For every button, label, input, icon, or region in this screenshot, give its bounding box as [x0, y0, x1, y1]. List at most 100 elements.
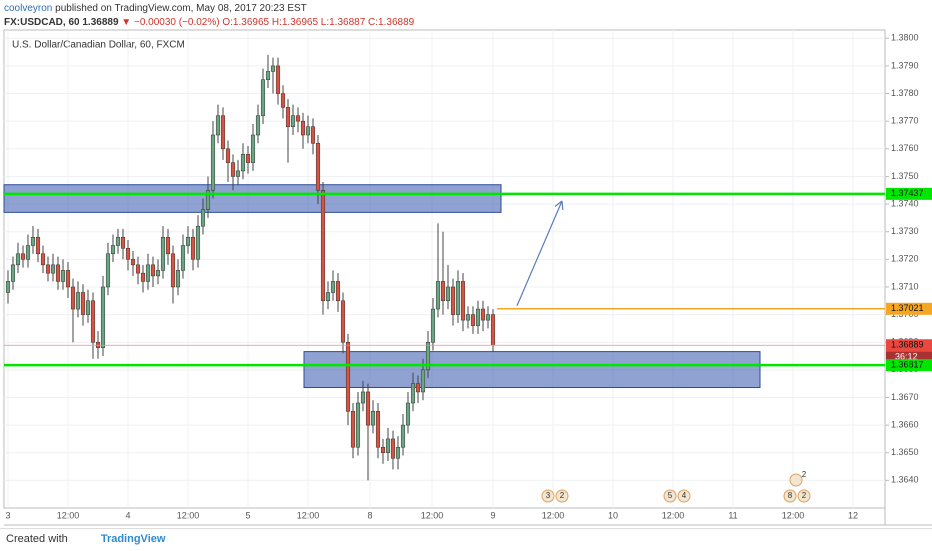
x-tick-label: 12:00 — [297, 510, 320, 520]
countdown: 36:12 — [895, 352, 918, 362]
event-count: 5 — [668, 491, 673, 500]
candle-body — [175, 270, 181, 288]
footer: Created with TradingView — [0, 528, 932, 551]
candle-body — [365, 391, 371, 426]
candle-body — [390, 438, 396, 459]
price-badge — [886, 302, 932, 315]
candle-body — [190, 236, 196, 260]
candle-body — [330, 281, 336, 293]
zone — [303, 351, 761, 389]
candle-body — [350, 411, 356, 448]
price-badge — [886, 187, 932, 200]
candle-body — [465, 314, 471, 321]
candle-body — [255, 115, 261, 136]
candle-body — [50, 264, 56, 274]
ohlc: O:1.36965 H:1.36965 L:1.36887 C:1.36889 — [222, 17, 415, 28]
candle-body — [30, 236, 36, 246]
chart-title: U.S. Dollar/Canadian Dollar, 60, FXCM — [12, 40, 185, 51]
candle-body — [210, 134, 216, 191]
x-tick-label: 8 — [367, 510, 372, 520]
x-tick-label: 12:00 — [782, 510, 805, 520]
candle-body — [160, 236, 166, 271]
y-tick-label: 1.3660 — [891, 419, 919, 429]
candle-body — [25, 245, 31, 260]
y-tick-label: 1.3740 — [891, 198, 919, 208]
x-tick-label: 10 — [608, 510, 618, 520]
candle-body — [450, 286, 456, 315]
x-tick-label: 12:00 — [57, 510, 80, 520]
candle-body — [325, 292, 331, 302]
candle-body — [110, 245, 116, 255]
candle-body — [385, 438, 391, 453]
candle-body — [130, 259, 136, 266]
x-tick-label: 3 — [5, 510, 10, 520]
event-count: 4 — [682, 491, 687, 500]
candle-body — [65, 270, 71, 288]
candle-body — [80, 292, 86, 315]
y-tick-label: 1.3800 — [891, 33, 919, 43]
candle-body — [340, 300, 346, 343]
candle-body — [355, 402, 361, 448]
candle-body — [180, 245, 186, 271]
event-count: 2 — [560, 491, 565, 500]
x-tick-label: 9 — [490, 510, 495, 520]
y-tick-label: 1.3760 — [891, 143, 919, 153]
candle-body — [455, 281, 461, 315]
candle-body — [410, 383, 416, 404]
candle-body — [75, 292, 81, 310]
arrow-head — [554, 200, 563, 208]
candle-body — [430, 308, 436, 343]
candle-body — [225, 148, 231, 163]
x-tick-label: 12 — [848, 510, 858, 520]
candle-body — [240, 154, 246, 172]
candle-body — [485, 314, 491, 321]
candle-body — [140, 272, 146, 282]
brand[interactable]: TradingView — [100, 533, 166, 545]
candle-body — [60, 270, 66, 282]
y-tick-label: 1.3650 — [891, 447, 919, 457]
event-count: 2 — [802, 491, 807, 500]
candle-body — [275, 65, 281, 94]
x-tick-label: 12:00 — [177, 510, 200, 520]
candle-body — [220, 115, 226, 150]
candle-body — [150, 264, 156, 277]
candle-body — [245, 154, 251, 163]
header: coolveyron published on TradingView.com,… — [4, 2, 414, 30]
candle-body — [100, 286, 106, 348]
candle-body — [10, 264, 16, 282]
candle-body — [335, 281, 341, 302]
last: 1.36889 — [82, 17, 119, 28]
candle-body — [105, 253, 111, 288]
price-badge — [886, 359, 932, 372]
candle-body — [115, 236, 121, 246]
candle-body — [185, 236, 191, 246]
y-tick-label: 1.3710 — [891, 281, 919, 291]
event-count: 8 — [788, 491, 793, 500]
candle-body — [15, 253, 21, 266]
candle-body — [415, 383, 421, 393]
candle-body — [20, 253, 26, 260]
arrow-head — [561, 200, 564, 211]
candle-body — [85, 300, 91, 315]
candle-body — [475, 308, 481, 326]
candle-body — [395, 446, 401, 459]
candle-body — [280, 93, 286, 108]
candle-body — [120, 236, 126, 249]
candle-body — [270, 65, 276, 72]
x-tick-label: 4 — [125, 510, 130, 520]
y-tick-label: 1.3770 — [891, 116, 919, 126]
candle-body — [440, 281, 446, 302]
x-tick-label: 12:00 — [542, 510, 565, 520]
candle-body — [35, 236, 41, 255]
candle-body — [315, 143, 321, 191]
candle-body — [90, 300, 96, 343]
candle-body — [285, 107, 291, 127]
author[interactable]: coolveyron — [4, 3, 53, 14]
candle-body — [200, 209, 206, 227]
candle-body — [290, 115, 296, 127]
candle-body — [170, 253, 176, 288]
candle-body — [235, 170, 241, 177]
symbol: FX:USDCAD, 60 — [4, 17, 80, 28]
candle-body — [195, 225, 201, 260]
